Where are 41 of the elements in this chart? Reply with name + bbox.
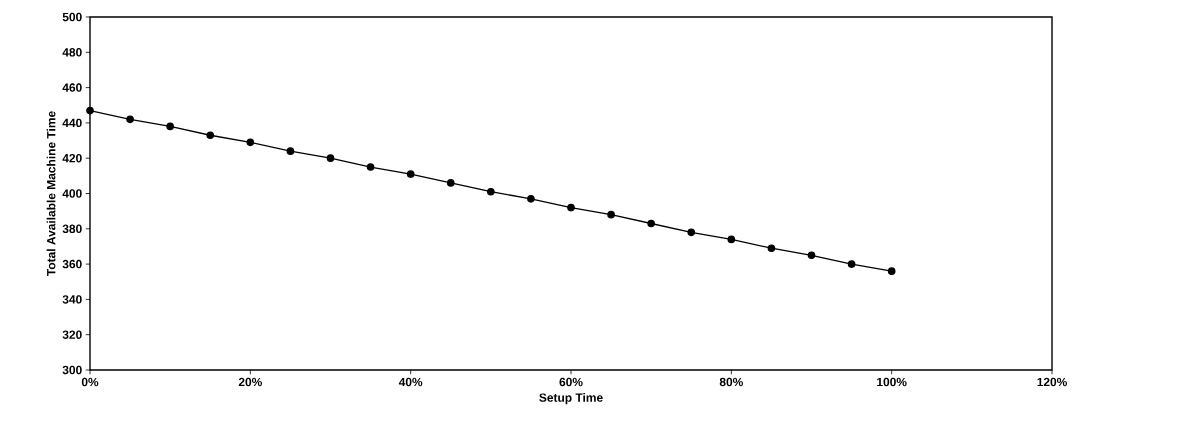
x-tick-label: 100% <box>877 377 907 387</box>
point <box>166 122 175 131</box>
point <box>647 219 656 228</box>
point <box>727 235 736 244</box>
x-tick-label: 80% <box>719 377 743 387</box>
point <box>527 194 535 203</box>
y-tick-label: 500 <box>62 12 82 22</box>
y-tick-label: 420 <box>62 153 82 163</box>
point <box>807 251 816 260</box>
x-axis-title: Setup Time <box>539 393 603 405</box>
y-tick-label: 400 <box>62 189 82 198</box>
point <box>246 138 255 147</box>
y-tick-label: 300 <box>62 365 82 375</box>
y-tick-label: 320 <box>62 330 82 339</box>
x-tick-label: 20% <box>238 377 262 387</box>
point <box>847 260 856 268</box>
point <box>366 163 375 171</box>
point <box>687 228 696 237</box>
y-tick-label: 340 <box>62 295 82 304</box>
point <box>487 187 495 196</box>
x-tick-label: 60% <box>559 377 583 387</box>
point <box>887 267 896 275</box>
point <box>567 203 575 212</box>
y-tick-label: 440 <box>62 118 82 128</box>
point <box>206 131 215 140</box>
point <box>126 115 134 124</box>
x-tick-label: 120% <box>1037 377 1067 387</box>
y-tick-label: 380 <box>62 224 82 234</box>
x-tick-label: 0% <box>81 377 99 387</box>
point <box>446 179 455 187</box>
x-tick-label: 40% <box>398 377 423 387</box>
point <box>86 106 94 115</box>
point <box>767 244 776 253</box>
point <box>607 210 615 219</box>
y-tick-label: 360 <box>62 259 82 269</box>
point <box>326 154 335 163</box>
y-tick-label: 480 <box>62 48 82 57</box>
point <box>406 170 415 178</box>
y-tick-label: 460 <box>62 83 82 92</box>
y-axis-title: Total Available Machine Time <box>46 111 56 276</box>
point <box>286 147 295 155</box>
